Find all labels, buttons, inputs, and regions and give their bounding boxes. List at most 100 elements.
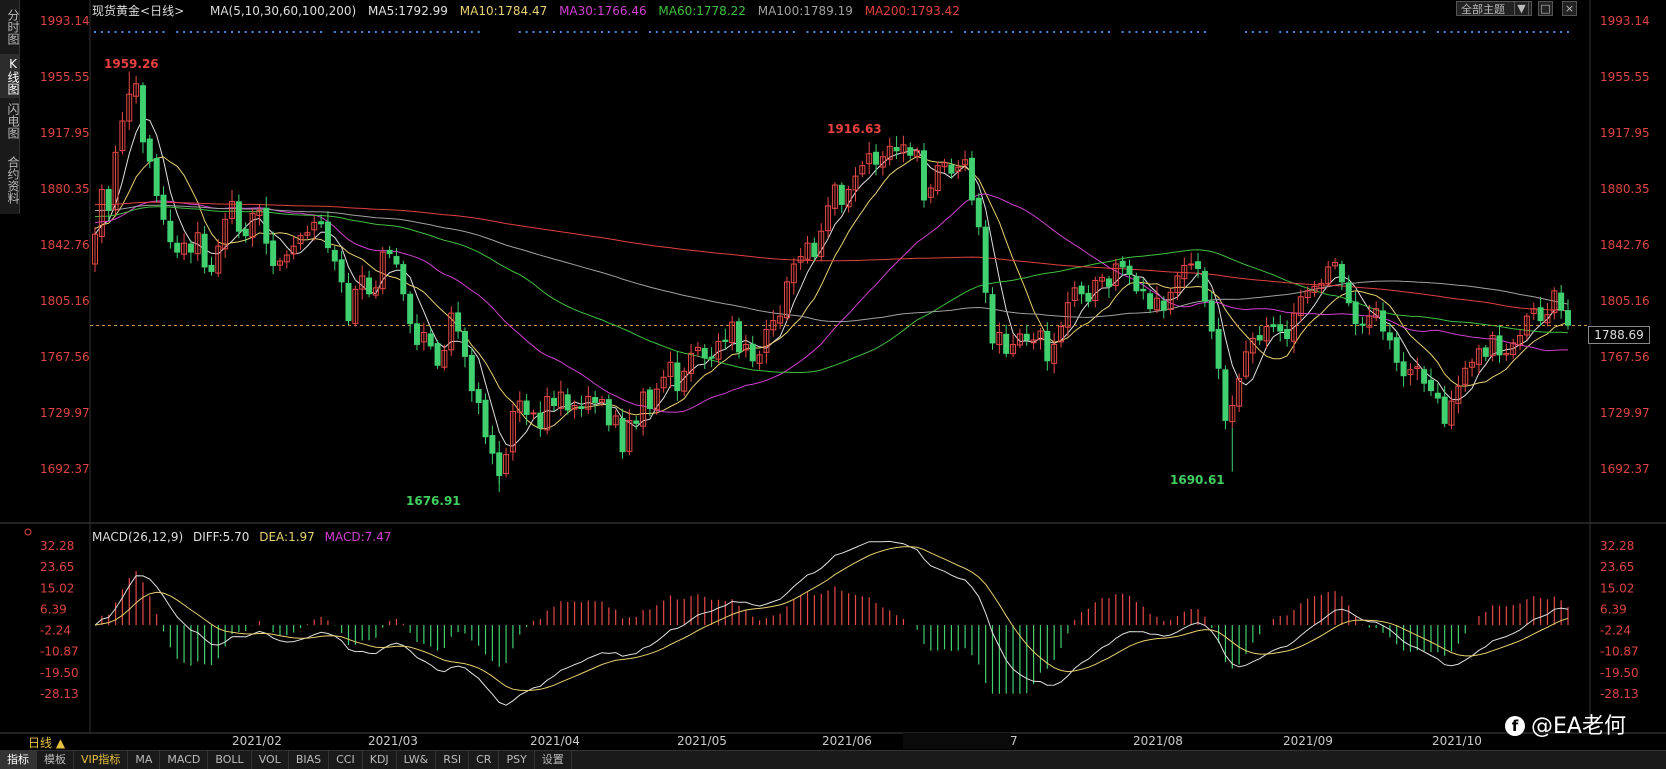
signal-dot (655, 31, 658, 33)
candle-body (1215, 328, 1222, 369)
signal-dot (470, 31, 473, 33)
signal-dot (1176, 31, 1179, 33)
candle-body (1352, 301, 1359, 325)
signal-dot (690, 31, 693, 33)
indicator-tab[interactable]: 指标 (0, 751, 37, 769)
signal-dot (1183, 31, 1186, 33)
candle-body (777, 315, 784, 324)
candle-body (1475, 348, 1482, 365)
signal-dot (1306, 31, 1309, 33)
signal-dot (648, 31, 651, 33)
indicator-tab[interactable]: KDJ (363, 751, 397, 769)
candle-body (1112, 263, 1119, 287)
tab-contract-info[interactable]: 合约资料 (6, 156, 20, 204)
candle-body (516, 400, 523, 413)
candle-body (1010, 343, 1017, 355)
candle-body (276, 260, 283, 266)
indicator-tab[interactable]: PSY (499, 751, 535, 769)
signal-dot (1265, 31, 1268, 33)
signal-dot (731, 31, 734, 33)
signal-dot (751, 31, 754, 33)
signal-dot (1169, 31, 1172, 33)
candle-body (208, 264, 215, 272)
price-axis-label-left: 1917.95 (40, 126, 90, 140)
candle-body (729, 321, 736, 343)
signal-dot (1375, 31, 1378, 33)
candle-body (948, 164, 955, 174)
signal-dot (292, 31, 295, 33)
indicator-tab[interactable]: CCI (329, 751, 363, 769)
signal-dot (141, 31, 144, 33)
price-axis-label-right: 1805.16 (1600, 294, 1650, 308)
ma-params: MA(5,10,30,60,100,200) (209, 4, 357, 18)
candle-body (1085, 292, 1092, 302)
tab-flash[interactable]: 闪电图 (6, 103, 20, 139)
signal-dot (1402, 31, 1405, 33)
indicator-tab[interactable]: 模板 (37, 751, 74, 769)
indicator-tab[interactable]: BIAS (289, 751, 330, 769)
candle-body (674, 362, 681, 392)
macd-settings-icon[interactable] (24, 528, 32, 536)
signal-dot (573, 31, 576, 33)
tab-kline[interactable]: K线图 (0, 54, 20, 98)
signal-dot (895, 31, 898, 33)
candle-body (1517, 334, 1524, 346)
candle-body (304, 232, 311, 236)
signal-dot (1087, 31, 1090, 33)
indicator-tab[interactable]: CR (469, 751, 500, 769)
candle-body (1140, 288, 1147, 292)
maximize-icon[interactable]: □ (1538, 1, 1553, 16)
indicator-tab[interactable]: MA (128, 751, 161, 769)
candle-body (482, 399, 489, 438)
close-icon[interactable]: × (1562, 1, 1577, 16)
indicator-tab[interactable]: MACD (160, 751, 209, 769)
macd-value: MACD:7.47 (324, 530, 392, 544)
candle-body (1023, 333, 1030, 341)
tab-timeshare[interactable]: 分时图 (6, 9, 20, 45)
signal-dot (1046, 31, 1049, 33)
indicator-tab[interactable]: BOLL (208, 751, 252, 769)
signal-dot (128, 31, 131, 33)
indicator-tab[interactable]: VIP指标 (74, 751, 129, 769)
candle-body (455, 312, 462, 332)
ma100-line (94, 204, 1569, 323)
candle-body (578, 406, 585, 409)
candle-body (1407, 369, 1414, 375)
signal-dot (738, 31, 741, 33)
price-axis-label-left: 1955.55 (40, 70, 90, 84)
signal-dot (922, 31, 925, 33)
candle-body (1188, 263, 1195, 266)
signal-dot (587, 31, 590, 33)
candle-body (1195, 261, 1202, 269)
signal-dot (744, 31, 747, 33)
theme-select[interactable]: 全部主题 (1456, 1, 1532, 16)
dropdown-icon[interactable]: ▼ (1514, 1, 1529, 16)
candle-body (503, 454, 510, 475)
candle-body (1496, 335, 1503, 356)
period-button[interactable]: 日线 ▲ (28, 736, 66, 750)
signal-dot (183, 31, 186, 33)
signal-dot (1484, 31, 1487, 33)
indicator-tab[interactable]: VOL (252, 751, 289, 769)
signal-dot (710, 31, 713, 33)
signal-dot (559, 31, 562, 33)
signal-dot (1340, 31, 1343, 33)
signal-dot (1313, 31, 1316, 33)
candle-body (263, 207, 270, 244)
candle-body (1441, 396, 1448, 424)
instrument-title: 现货黄金<日线> (92, 4, 185, 18)
indicator-tab[interactable]: RSI (436, 751, 470, 769)
candle-body (633, 420, 640, 424)
signal-dot (717, 31, 720, 33)
candle-body (222, 218, 229, 250)
chart-header: 现货黄金<日线> MA(5,10,30,60,100,200) MA5:1792… (92, 2, 968, 19)
candle-body (372, 287, 379, 296)
signal-dot (1128, 31, 1131, 33)
indicator-tab[interactable]: 设置 (535, 751, 572, 769)
macd-axis-label-left: -19.50 (40, 666, 79, 680)
macd-axis-label-right: 23.65 (1600, 560, 1634, 574)
signal-dot (758, 31, 761, 33)
signal-dot (333, 31, 336, 33)
indicator-tab[interactable]: LW& (397, 751, 437, 769)
